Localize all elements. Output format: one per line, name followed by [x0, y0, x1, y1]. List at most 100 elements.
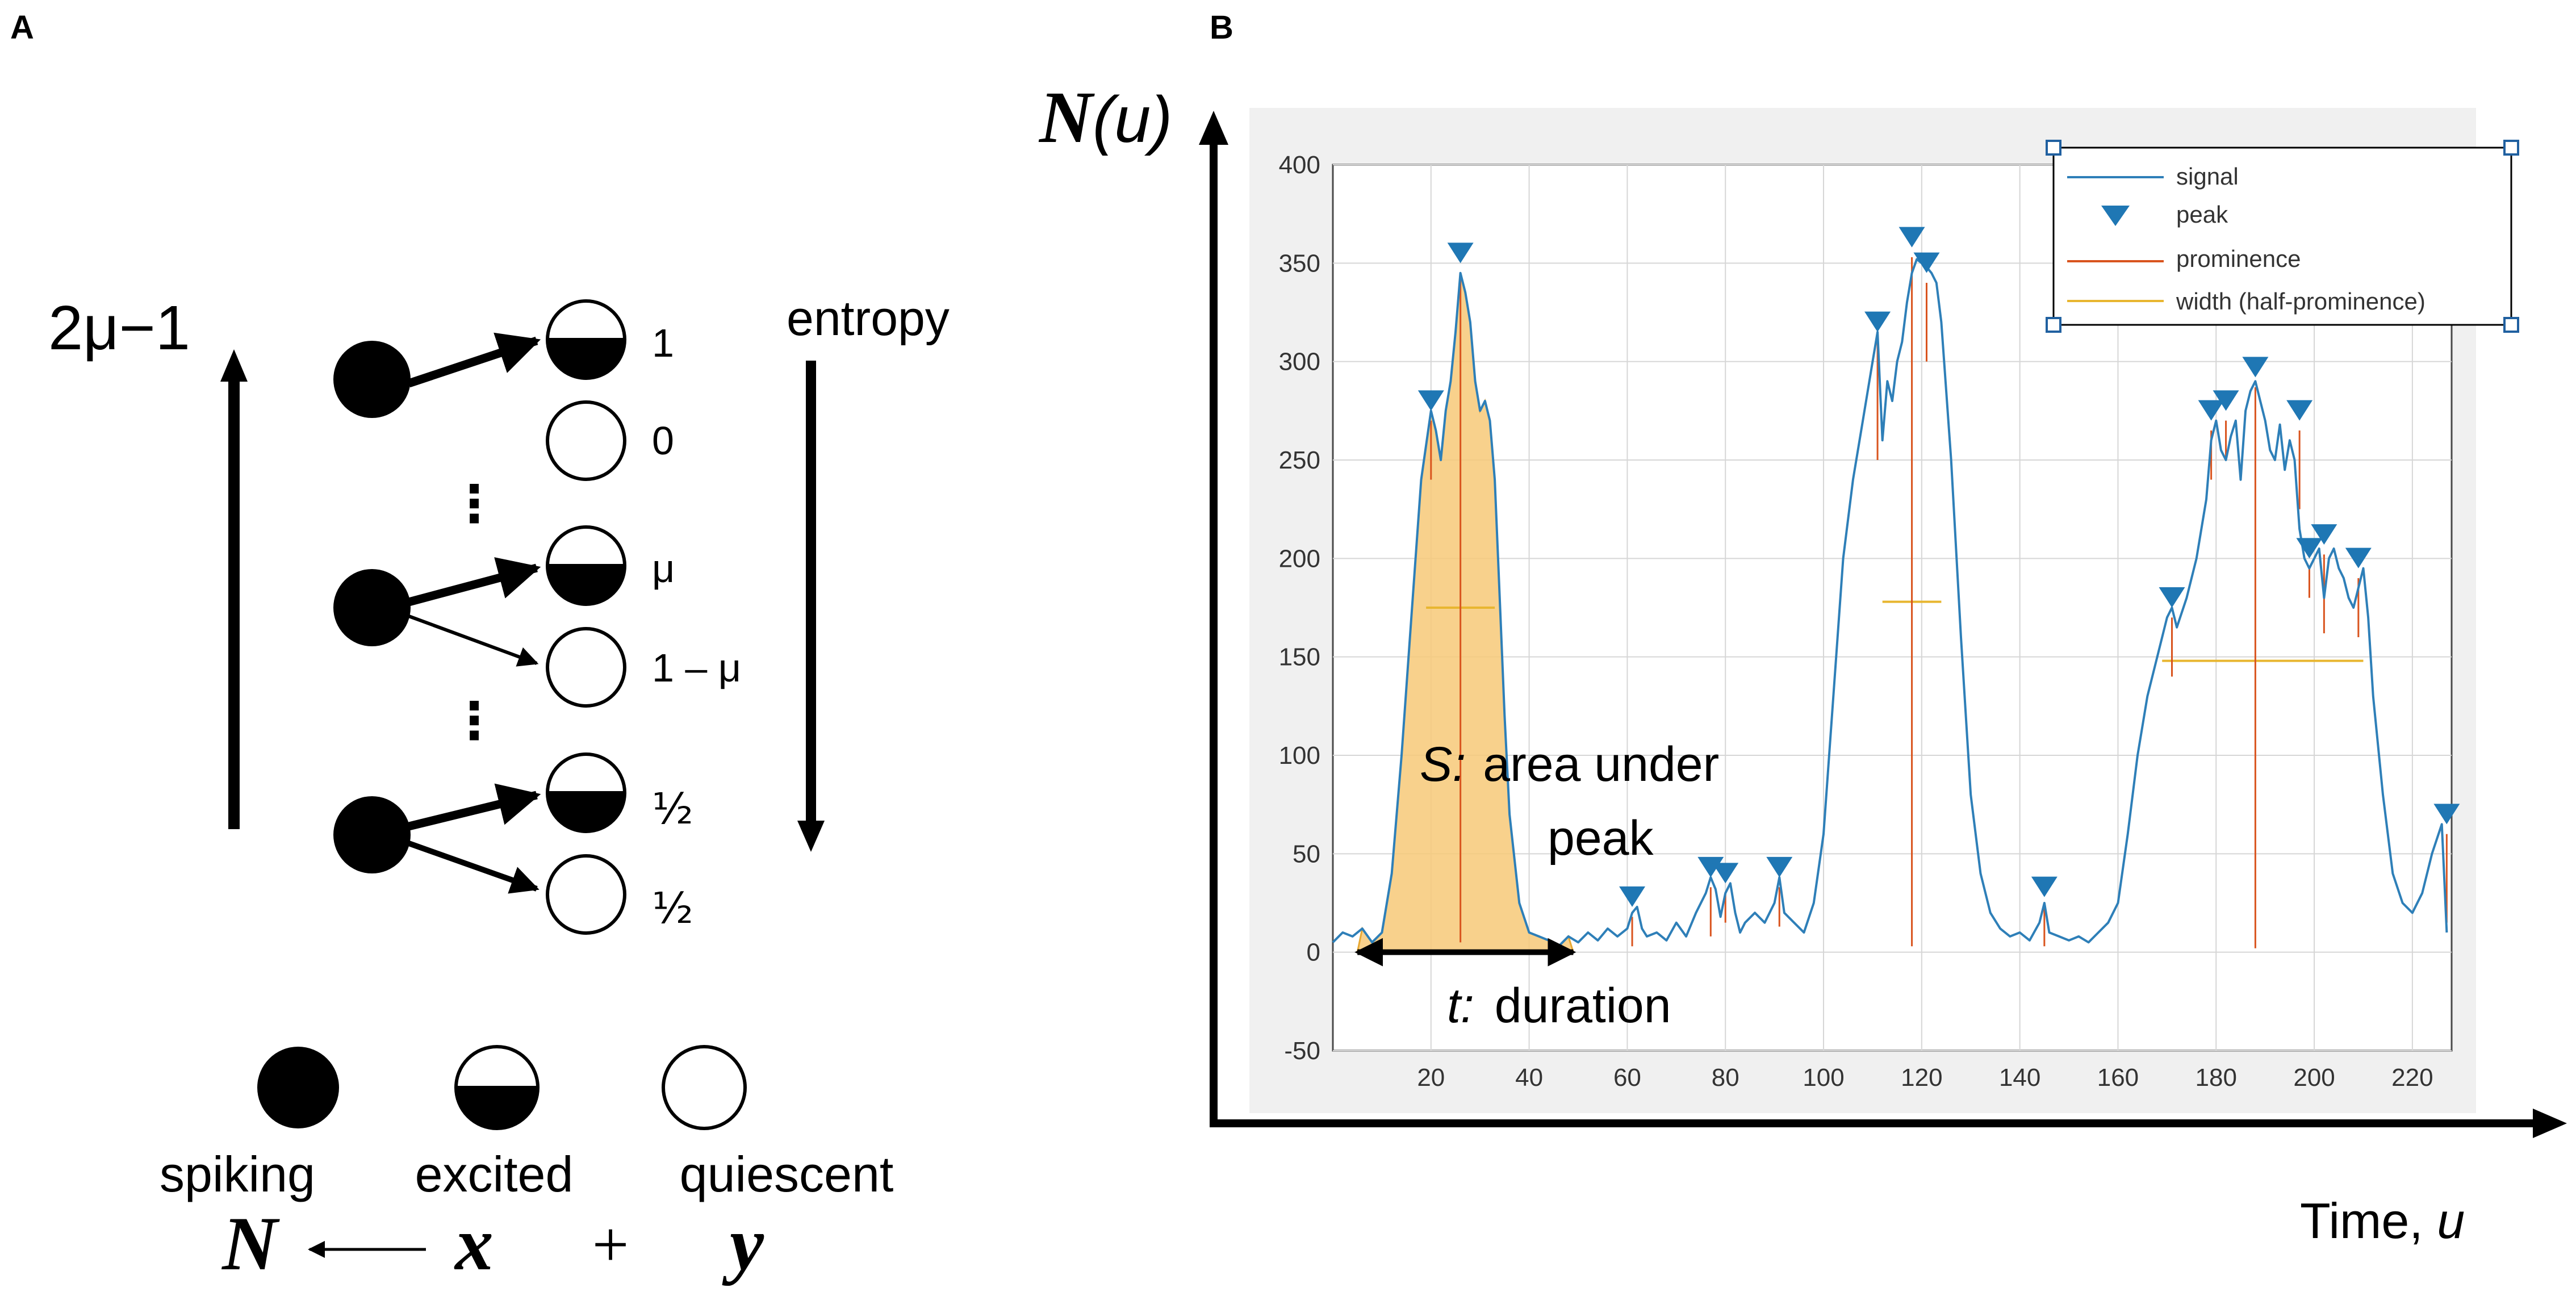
x-axis-title-var: u	[2437, 1193, 2465, 1249]
peak-marker	[1712, 863, 1739, 884]
peak-markers	[1417, 227, 2460, 907]
peak-marker	[1697, 856, 1724, 877]
equation-n: N	[221, 1202, 280, 1286]
y-tick-label: 50	[1293, 840, 1320, 868]
x-axis-title-text: Time,	[2300, 1193, 2437, 1249]
y-axis-title-main: N	[1038, 77, 1095, 158]
peak-marker	[2031, 876, 2058, 897]
area-annotation-var: S:	[1420, 737, 1466, 792]
x-axis-title: Time, u	[2300, 1193, 2465, 1249]
arrow-3-thick	[408, 783, 541, 831]
x-tick-label: 180	[2196, 1064, 2237, 1092]
legend-excited-symbol	[454, 1045, 540, 1130]
entropy-label: entropy	[787, 291, 950, 346]
panel-b: B -50 0 50 100 150 200 250 300 350 400 20 40 60 80 10…	[1038, 9, 2567, 1249]
y-tick-label: 400	[1279, 151, 1320, 179]
legend-width-label: width (half-prominence)	[2176, 288, 2426, 315]
x-tick-label: 100	[1803, 1064, 1844, 1092]
legend-spiking-label: spiking	[160, 1146, 315, 1202]
duration-annotation: t: duration	[1447, 979, 1671, 1033]
excited-neuron-2	[546, 525, 626, 606]
quiescent-neuron-1	[546, 400, 626, 481]
legend-signal-label: signal	[2176, 163, 2239, 190]
legend-handle-bl[interactable]	[2046, 317, 2061, 333]
value-one-minus-mu: 1 – μ	[652, 646, 741, 690]
spiking-neuron-3	[333, 796, 411, 873]
quiescent-neuron-2	[546, 627, 626, 708]
peak-marker	[1913, 252, 1940, 273]
spiking-neuron-1	[333, 341, 411, 418]
left-axis-label: 2μ−1	[48, 293, 190, 363]
equation-y: y	[722, 1202, 764, 1286]
x-axis-arrowhead	[2533, 1109, 2567, 1138]
value-half-bottom: ½	[652, 883, 693, 933]
y-tick-label: 150	[1279, 643, 1320, 671]
x-tick-label: 160	[2097, 1064, 2139, 1092]
panel-b-label: B	[1210, 9, 1233, 46]
legend-handle-tl[interactable]	[2046, 140, 2061, 156]
peak-marker	[1898, 227, 1925, 248]
value-one: 1	[652, 321, 674, 365]
arrow-3-second	[408, 841, 540, 894]
y-tick-label: 250	[1279, 446, 1320, 474]
legend-quiescent-label: quiescent	[680, 1146, 894, 1202]
legend-spiking-symbol	[257, 1047, 339, 1128]
ellipsis-2: ⋮	[449, 691, 500, 751]
area-annotation-line2: peak	[1548, 811, 1654, 865]
legend-prominence-label: prominence	[2176, 245, 2301, 272]
legend-quiescent-symbol	[662, 1045, 747, 1130]
y-tick-label: 100	[1279, 742, 1320, 770]
y-axis-title-arg: (u)	[1093, 83, 1173, 156]
peak-marker	[2311, 524, 2337, 545]
y-tick-label: 350	[1279, 249, 1320, 277]
arrow-1-thick	[407, 332, 541, 388]
y-tick-label: -50	[1284, 1037, 1320, 1065]
x-tick-label: 140	[1999, 1064, 2040, 1092]
excited-neuron-3	[546, 752, 626, 833]
legend-peak-label: peak	[2176, 201, 2228, 228]
quiescent-neuron-3	[546, 854, 626, 935]
chart-legend[interactable]: signal peak prominence width (half-promi…	[2046, 140, 2519, 333]
value-mu: μ	[652, 546, 675, 591]
legend-excited-label: excited	[415, 1146, 574, 1202]
x-tick-labels: 20 40 60 80 100 120 140 160 180 200 220	[1417, 1064, 2433, 1092]
x-tick-label: 120	[1901, 1064, 1942, 1092]
legend-peak-swatch	[2101, 206, 2130, 226]
spiking-neuron-2	[333, 569, 411, 646]
ellipsis-1: ⋮	[449, 474, 500, 534]
duration-annotation-text: duration	[1495, 979, 1671, 1033]
duration-annotation-var: t:	[1447, 979, 1474, 1033]
arrow-2-thick	[408, 557, 541, 607]
area-annotation-text: area under	[1483, 737, 1719, 792]
peak-marker	[2213, 390, 2239, 411]
peak-marker	[2198, 400, 2224, 421]
equation-plus: +	[592, 1209, 629, 1281]
peak-marker	[1766, 856, 1793, 877]
x-tick-label: 60	[1613, 1064, 1641, 1092]
legend-handle-tr[interactable]	[2503, 140, 2519, 156]
panel-a-label: A	[10, 9, 34, 46]
peak-marker	[1447, 242, 1474, 264]
peak-marker	[2433, 804, 2460, 825]
equation-x: x	[454, 1202, 494, 1286]
x-tick-label: 200	[2293, 1064, 2335, 1092]
legend-handle-br[interactable]	[2503, 317, 2519, 333]
y-axis-title: N(u)	[1038, 77, 1172, 158]
y-tick-label: 300	[1279, 348, 1320, 376]
peak-marker	[2242, 357, 2269, 378]
y-axis-arrowhead	[1199, 111, 1228, 145]
value-half-top: ½	[652, 784, 693, 834]
arrow-2-thin	[408, 614, 539, 667]
peak-marker	[2159, 587, 2185, 608]
peak-marker	[2286, 400, 2313, 421]
entropy-down-arrowhead	[797, 821, 825, 852]
peak-marker	[2296, 538, 2323, 559]
x-tick-label: 80	[1712, 1064, 1739, 1092]
x-tick-label: 20	[1417, 1064, 1445, 1092]
y-tick-label: 200	[1279, 545, 1320, 572]
area-annotation-line1: S: area under	[1420, 737, 1719, 792]
panel-a: A 2μ−1 entropy 1 0 ⋮ μ 1 – μ	[10, 9, 950, 1286]
x-tick-label: 40	[1515, 1064, 1543, 1092]
excited-neuron-1	[546, 299, 626, 380]
